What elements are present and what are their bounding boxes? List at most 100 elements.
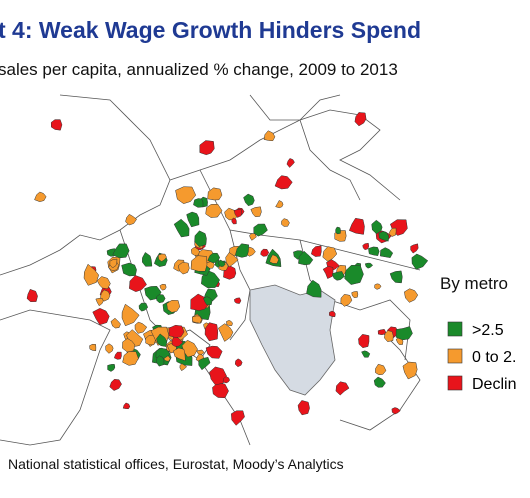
metro-area [231,410,245,426]
metro-area [134,321,148,334]
metro-area [234,243,249,258]
metro-area [274,175,293,190]
subtitle: sales per capita, annualized % change, 2… [0,60,398,79]
metro-area [209,366,227,386]
metro-area [129,275,147,292]
metro-area [112,243,130,259]
metro-area [226,320,233,326]
metro-area [362,242,370,250]
metro-area [322,246,338,262]
metro-area [83,263,99,286]
metro-area [142,252,153,267]
metro-area [335,381,350,396]
metro-area [205,345,223,359]
metro-area [395,326,413,341]
legend-swatch [447,321,463,337]
metro-area [253,223,268,237]
metro-area [217,323,234,342]
metro-area [368,246,380,256]
metro-area [109,258,118,269]
metro-area [404,288,419,303]
metro-area [199,140,215,156]
legend-swatch [447,348,463,364]
legend: By metro >2.5 0 to 2. Declin [440,274,516,393]
metro-area [384,330,394,342]
metro-area [354,112,367,127]
metro-area [378,231,389,242]
metro-area [222,376,230,384]
metro-areas [26,112,429,426]
metro-area [358,334,370,349]
metro-area [225,252,239,268]
metro-area [159,283,167,291]
metro-area [212,382,229,399]
title: t 4: Weak Wage Growth Hinders Spend [0,17,421,43]
metro-area [122,402,131,410]
metro-area [122,338,136,353]
metro-area [306,279,322,298]
metro-area [194,230,207,247]
metro-area [269,254,279,264]
metro-area [156,294,166,304]
metro-area [125,213,137,226]
legend-swatch [447,375,463,391]
metro-area [322,266,334,279]
metro-area [109,379,122,391]
metro-area [389,270,403,284]
metro-area [234,297,242,304]
metro-area [95,297,104,307]
metro-area [329,310,336,318]
metro-area [340,294,353,307]
metro-area [263,130,276,142]
metro-area [364,262,374,269]
metro-area [173,347,186,362]
metro-area [286,158,295,168]
metro-area [110,317,121,329]
metro-area [156,355,165,367]
metro-area [89,343,97,352]
metro-area [217,259,226,267]
metro-area [411,253,429,270]
legend-label: Declin [472,376,516,393]
metro-area [260,248,270,257]
metro-area [121,303,140,327]
metro-area [96,276,111,290]
metro-area [168,324,185,338]
metro-area [171,335,184,347]
metro-area [105,343,114,354]
legend-label: >2.5 [472,322,504,339]
metro-area [233,208,242,218]
metro-area [158,253,167,262]
metro-area [351,291,359,299]
metro-area [191,246,200,256]
metro-area [373,376,386,388]
metro-area [34,191,47,202]
metro-area [243,193,255,207]
metro-area [250,206,262,217]
metro-area [26,288,38,302]
metro-area [391,407,401,415]
metro-area [181,339,198,358]
metro-area [178,261,190,275]
metro-area [50,119,63,131]
legend-title: By metro [440,274,508,293]
metro-area [186,211,200,228]
metro-area [281,218,290,227]
metro-area [166,300,181,313]
metro-area [121,262,137,277]
metro-area [374,283,382,290]
metro-area [375,363,387,376]
metro-area [361,350,371,358]
metro-area [107,364,116,372]
metro-area [207,187,223,201]
metro-area [100,289,111,302]
metro-area [204,322,219,342]
metro-area [138,302,149,312]
metro-area [388,227,397,237]
metro-area [193,198,204,208]
metro-area [198,356,211,371]
metro-area [402,361,418,380]
metro-area [173,218,190,238]
